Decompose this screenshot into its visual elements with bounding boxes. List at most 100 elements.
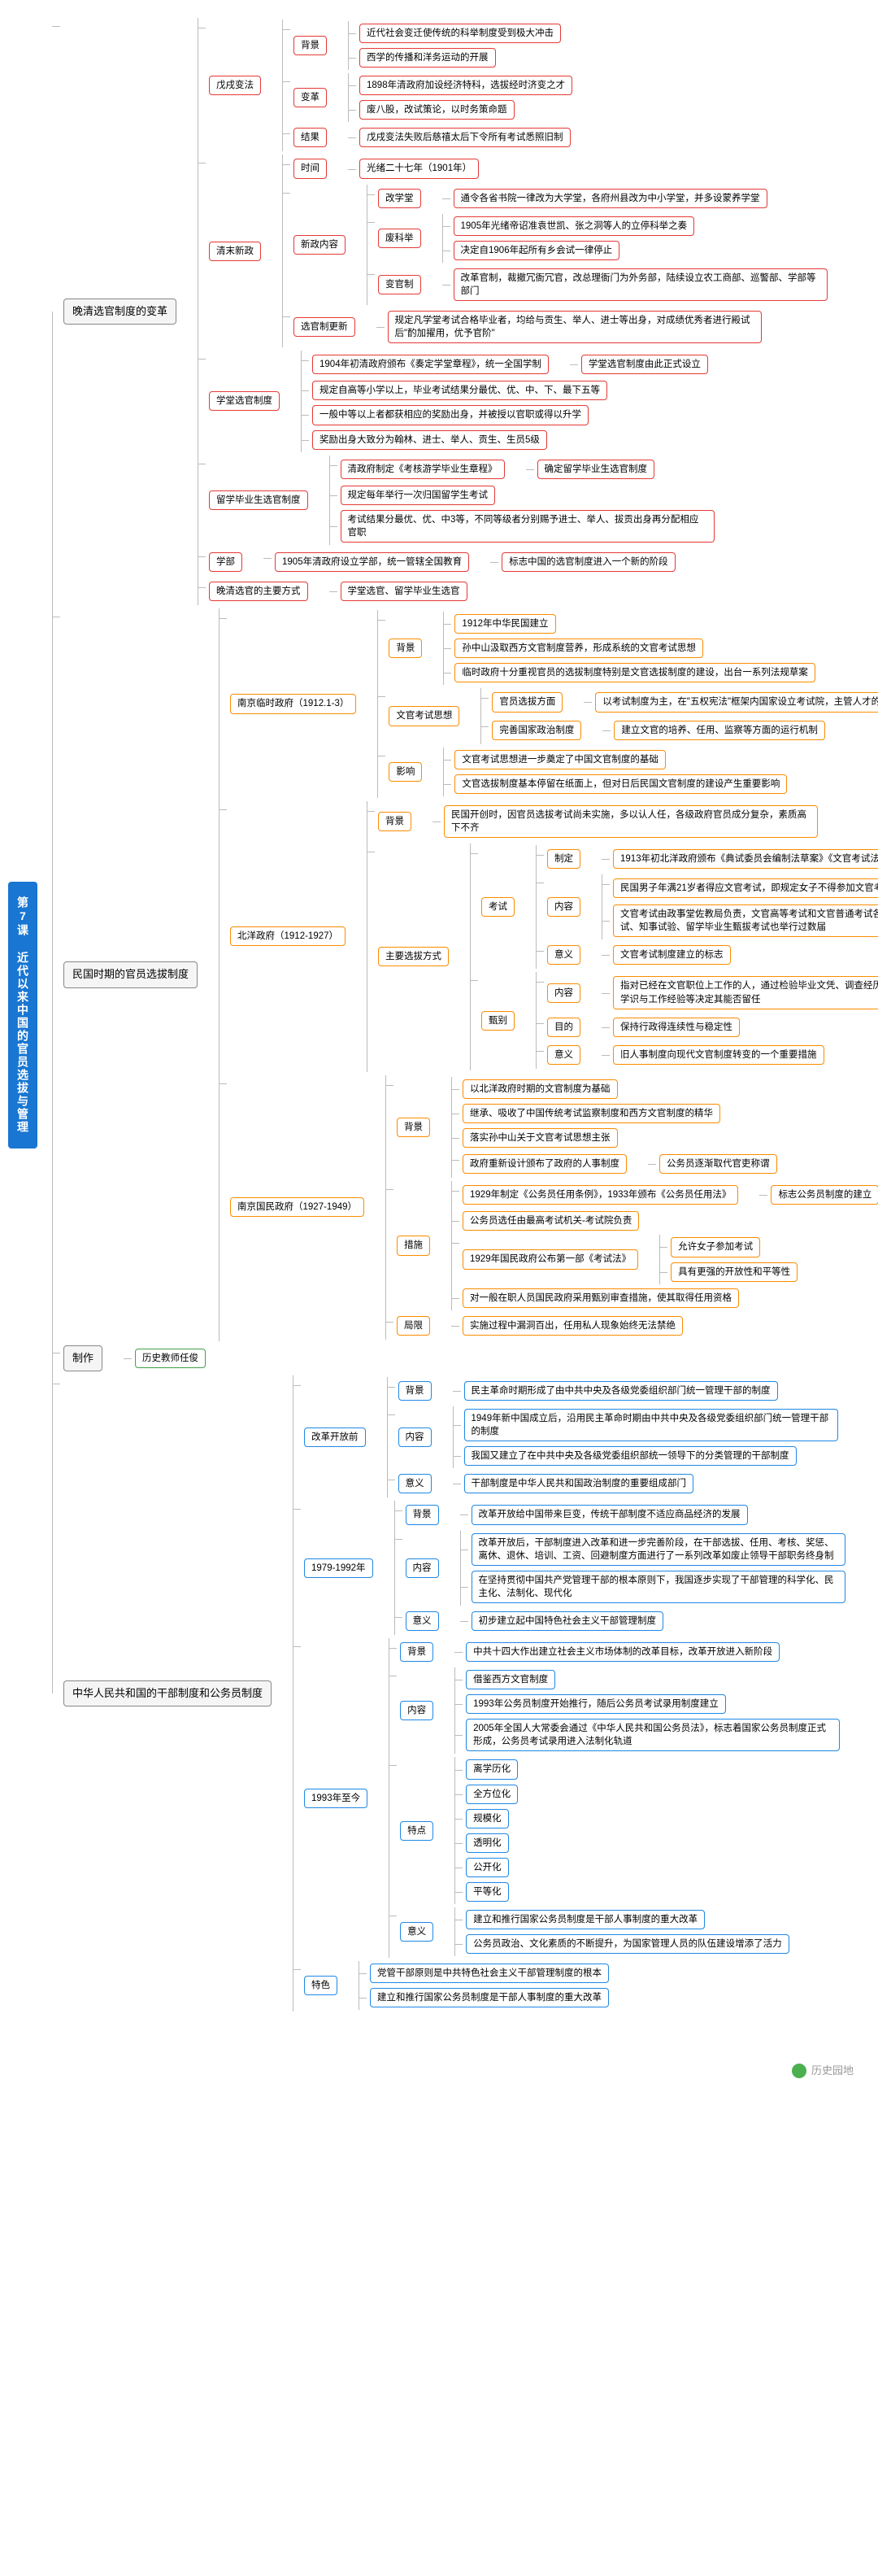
tree-node: 完善国家政治制度 [492, 721, 581, 740]
tree-node: 孙中山汲取西方文官制度营养，形成系统的文官考试思想 [454, 639, 703, 658]
tree-node: 意义 [547, 1045, 580, 1065]
tree-node: 离学历化 [466, 1759, 518, 1779]
tree-node: 指对已经在文官职位上工作的人，通过检验毕业文凭、调查经历、检查工作成绩、考查学识… [613, 976, 878, 1009]
tree-node: 通令各省书院一律改为大学堂，各府州县改为中小学堂，并多设蒙养学堂 [454, 189, 767, 208]
tree-node: 官员选拔方面 [492, 692, 563, 712]
tree-node: 改革开放前 [304, 1427, 366, 1447]
tree-node: 学部 [209, 552, 242, 572]
tree-node: 局限 [397, 1316, 430, 1336]
tree-node: 1993年公务员制度开始推行，随后公务员考试录用制度建立 [466, 1694, 726, 1714]
tree-node: 1929年制定《公务员任用条例》，1933年颁布《公务员任用法》 [463, 1185, 738, 1205]
tree-node: 1979-1992年 [304, 1558, 373, 1578]
tree-node: 1929年国民政府公布第一部《考试法》 [463, 1249, 638, 1269]
tree-node: 干部制度是中华人民共和国政治制度的重要组成部门 [464, 1474, 694, 1493]
tree-node: 文官选拔制度基本停留在纸面上，但对日后民国文官制度的建设产生重要影响 [454, 774, 787, 794]
tree-node: 标志中国的选官制度进入一个新的阶段 [502, 552, 676, 572]
tree-node: 建立和推行国家公务员制度是干部人事制度的重大改革 [370, 1988, 609, 2007]
tree-node: 结果 [293, 128, 327, 147]
tree-node: 奖励出身大致分为翰林、进士、举人、贡生、生员5级 [312, 430, 547, 450]
tree-node: 意义 [547, 945, 580, 965]
tree-node: 意义 [406, 1611, 439, 1631]
tree-node: 学堂选官、留学毕业生选官 [341, 582, 467, 601]
footer-brand: 历史园地 [792, 2062, 854, 2079]
tree-node: 临时政府十分重视官员的选拔制度特别是文官选拔制度的建设，出台一系列法规草案 [454, 663, 815, 682]
tree-node: 1913年初北洋政府颁布《典试委员会编制法草案》《文官考试法草案》 [613, 849, 878, 869]
tree-node: 民国男子年满21岁者得应文官考试，即规定女子不得参加文官考试 [613, 878, 878, 898]
tree-node: 特点 [400, 1821, 433, 1841]
tree-node: 1993年至今 [304, 1789, 367, 1808]
tree-node: 以考试制度为主，在"五权宪法"框架内国家设立考试院，主管人才的选拔和任用 [595, 692, 878, 712]
tree-node: 允许女子参加考试 [671, 1237, 760, 1257]
tree-node: 1905年清政府设立学部，统一管辖全国教育 [275, 552, 469, 572]
tree-node: 清政府制定《考核游学毕业生章程》 [341, 460, 505, 479]
tree-node: 影响 [389, 762, 422, 782]
tree-node: 考试 [481, 897, 515, 917]
tree-node: 改学堂 [378, 189, 421, 208]
tree-node: 初步建立起中国特色社会主义干部管理制度 [472, 1611, 664, 1631]
tree-node: 清末新政 [209, 242, 261, 261]
section-node: 制作 [63, 1345, 102, 1371]
tree-node: 留学毕业生选官制度 [209, 490, 308, 510]
tree-node: 公务员逐渐取代官吏称谓 [659, 1154, 777, 1174]
tree-node: 建立文官的培养、任用、监察等方面的运行机制 [614, 721, 825, 740]
tree-node: 内容 [406, 1558, 439, 1578]
tree-node: 措施 [397, 1236, 430, 1255]
tree-node: 规定自高等小学以上，毕业考试结果分最优、优、中、下、最下五等 [312, 381, 607, 400]
tree-node: 文官考试思想 [389, 706, 459, 726]
tree-node: 确定留学毕业生选官制度 [537, 460, 655, 479]
tree-node: 改革官制，裁撤冗衙冗官，改总理衙门为外务部，陆续设立农工商部、巡警部、学部等部门 [454, 268, 828, 301]
tree-node: 南京国民政府（1927-1949） [230, 1197, 364, 1217]
tree-node: 实施过程中漏洞百出，任用私人现象始终无法禁绝 [463, 1316, 683, 1336]
tree-root: 晚清选官制度的变革戊戌变法背景近代社会变迁使传统的科举制度受到极大冲击西学的传播… [37, 16, 870, 2013]
tree-node: 标志公务员制度的建立 [771, 1185, 878, 1205]
tree-node: 变官制 [378, 275, 421, 294]
tree-node: 背景 [397, 1118, 430, 1137]
tree-node: 透明化 [466, 1833, 509, 1853]
tree-node: 废科举 [378, 229, 421, 248]
tree-node: 借鉴西方文官制度 [466, 1670, 555, 1689]
tree-node: 民主革命时期形成了由中共中央及各级党委组织部门统一管理干部的制度 [464, 1381, 778, 1401]
tree-node: 新政内容 [293, 235, 346, 255]
tree-node: 中共十四大作出建立社会主义市场体制的改革目标，改革开放进入新阶段 [466, 1642, 780, 1662]
tree-node: 晚清选官的主要方式 [209, 582, 308, 601]
tree-node: 规模化 [466, 1809, 509, 1828]
tree-node: 决定自1906年起所有乡会试一律停止 [454, 241, 620, 260]
tree-node: 目的 [547, 1018, 580, 1037]
tree-node: 1905年光绪帝诏准袁世凯、张之洞等人的立停科举之奏 [454, 216, 695, 236]
tree-node: 2005年全国人大常委会通过《中华人民共和国公务员法》，标志着国家公务员制度正式… [466, 1719, 840, 1751]
root-title: 第7课 近代以来中国的官员选拔与管理 [8, 882, 37, 1149]
tree-node: 规定每年举行一次归国留学生考试 [341, 486, 496, 505]
tree-node: 1898年清政府加设经济特科，选拔经时济变之才 [359, 76, 572, 95]
tree-node: 具有更强的开放性和平等性 [671, 1262, 798, 1282]
tree-node: 甄别 [481, 1011, 515, 1031]
tree-node: 政府重新设计颁布了政府的人事制度 [463, 1154, 627, 1174]
tree-node: 公开化 [466, 1858, 509, 1877]
tree-node: 1949年新中国成立后，沿用民主革命时期由中共中央及各级党委组织部门统一管理干部… [464, 1409, 838, 1441]
section-node: 民国时期的官员选拔制度 [63, 961, 198, 987]
tree-node: 文官考试由政事堂佐教局负责，文官高等考试和文官普通考试各举行两届，司法官考试、知… [613, 904, 878, 937]
tree-node: 内容 [400, 1701, 433, 1720]
tree-node: 意义 [400, 1922, 433, 1942]
tree-node: 在坚持贯彻中国共产党管理干部的根本原则下，我国逐步实现了干部管理的科学化、民主化… [472, 1571, 845, 1603]
tree-node: 规定凡学堂考试合格毕业者，均给与贡生、举人、进士等出身，对成绩优秀者进行殿试后"… [388, 311, 762, 343]
tree-node: 背景 [398, 1381, 432, 1401]
tree-node: 内容 [547, 897, 580, 917]
tree-node: 我国又建立了在中共中央及各级党委组织部统一领导下的分类管理的干部制度 [464, 1446, 797, 1466]
tree-node: 背景 [400, 1642, 433, 1662]
tree-node: 光绪二十七年（1901年） [359, 159, 479, 178]
tree-node: 变革 [293, 88, 327, 107]
tree-node: 一般中等以上者都获相应的奖励出身，并被授以官职或得以升学 [312, 405, 589, 425]
tree-node: 改革开放后，干部制度进入改革和进一步完善阶段，在干部选拔、任用、考核、奖惩、离休… [472, 1533, 845, 1566]
tree-node: 北洋政府（1912-1927） [230, 926, 346, 946]
tree-node: 建立和推行国家公务员制度是干部人事制度的重大改革 [466, 1910, 705, 1929]
section-node: 晚清选官制度的变革 [63, 299, 176, 325]
tree-node: 党管干部原则是中共特色社会主义干部管理制度的根本 [370, 1964, 609, 1983]
tree-node: 意义 [398, 1474, 432, 1493]
tree-node: 1912年中华民国建立 [454, 614, 555, 634]
tree-node: 背景 [378, 812, 411, 831]
section-node: 中华人民共和国的干部制度和公务员制度 [63, 1680, 272, 1706]
tree-node: 平等化 [466, 1882, 509, 1902]
tree-node: 学堂选官制度 [209, 391, 280, 411]
tree-node: 废八股，改试策论，以时务策命题 [359, 100, 515, 120]
tree-node: 公务员选任由最高考试机关-考试院负责 [463, 1211, 639, 1231]
